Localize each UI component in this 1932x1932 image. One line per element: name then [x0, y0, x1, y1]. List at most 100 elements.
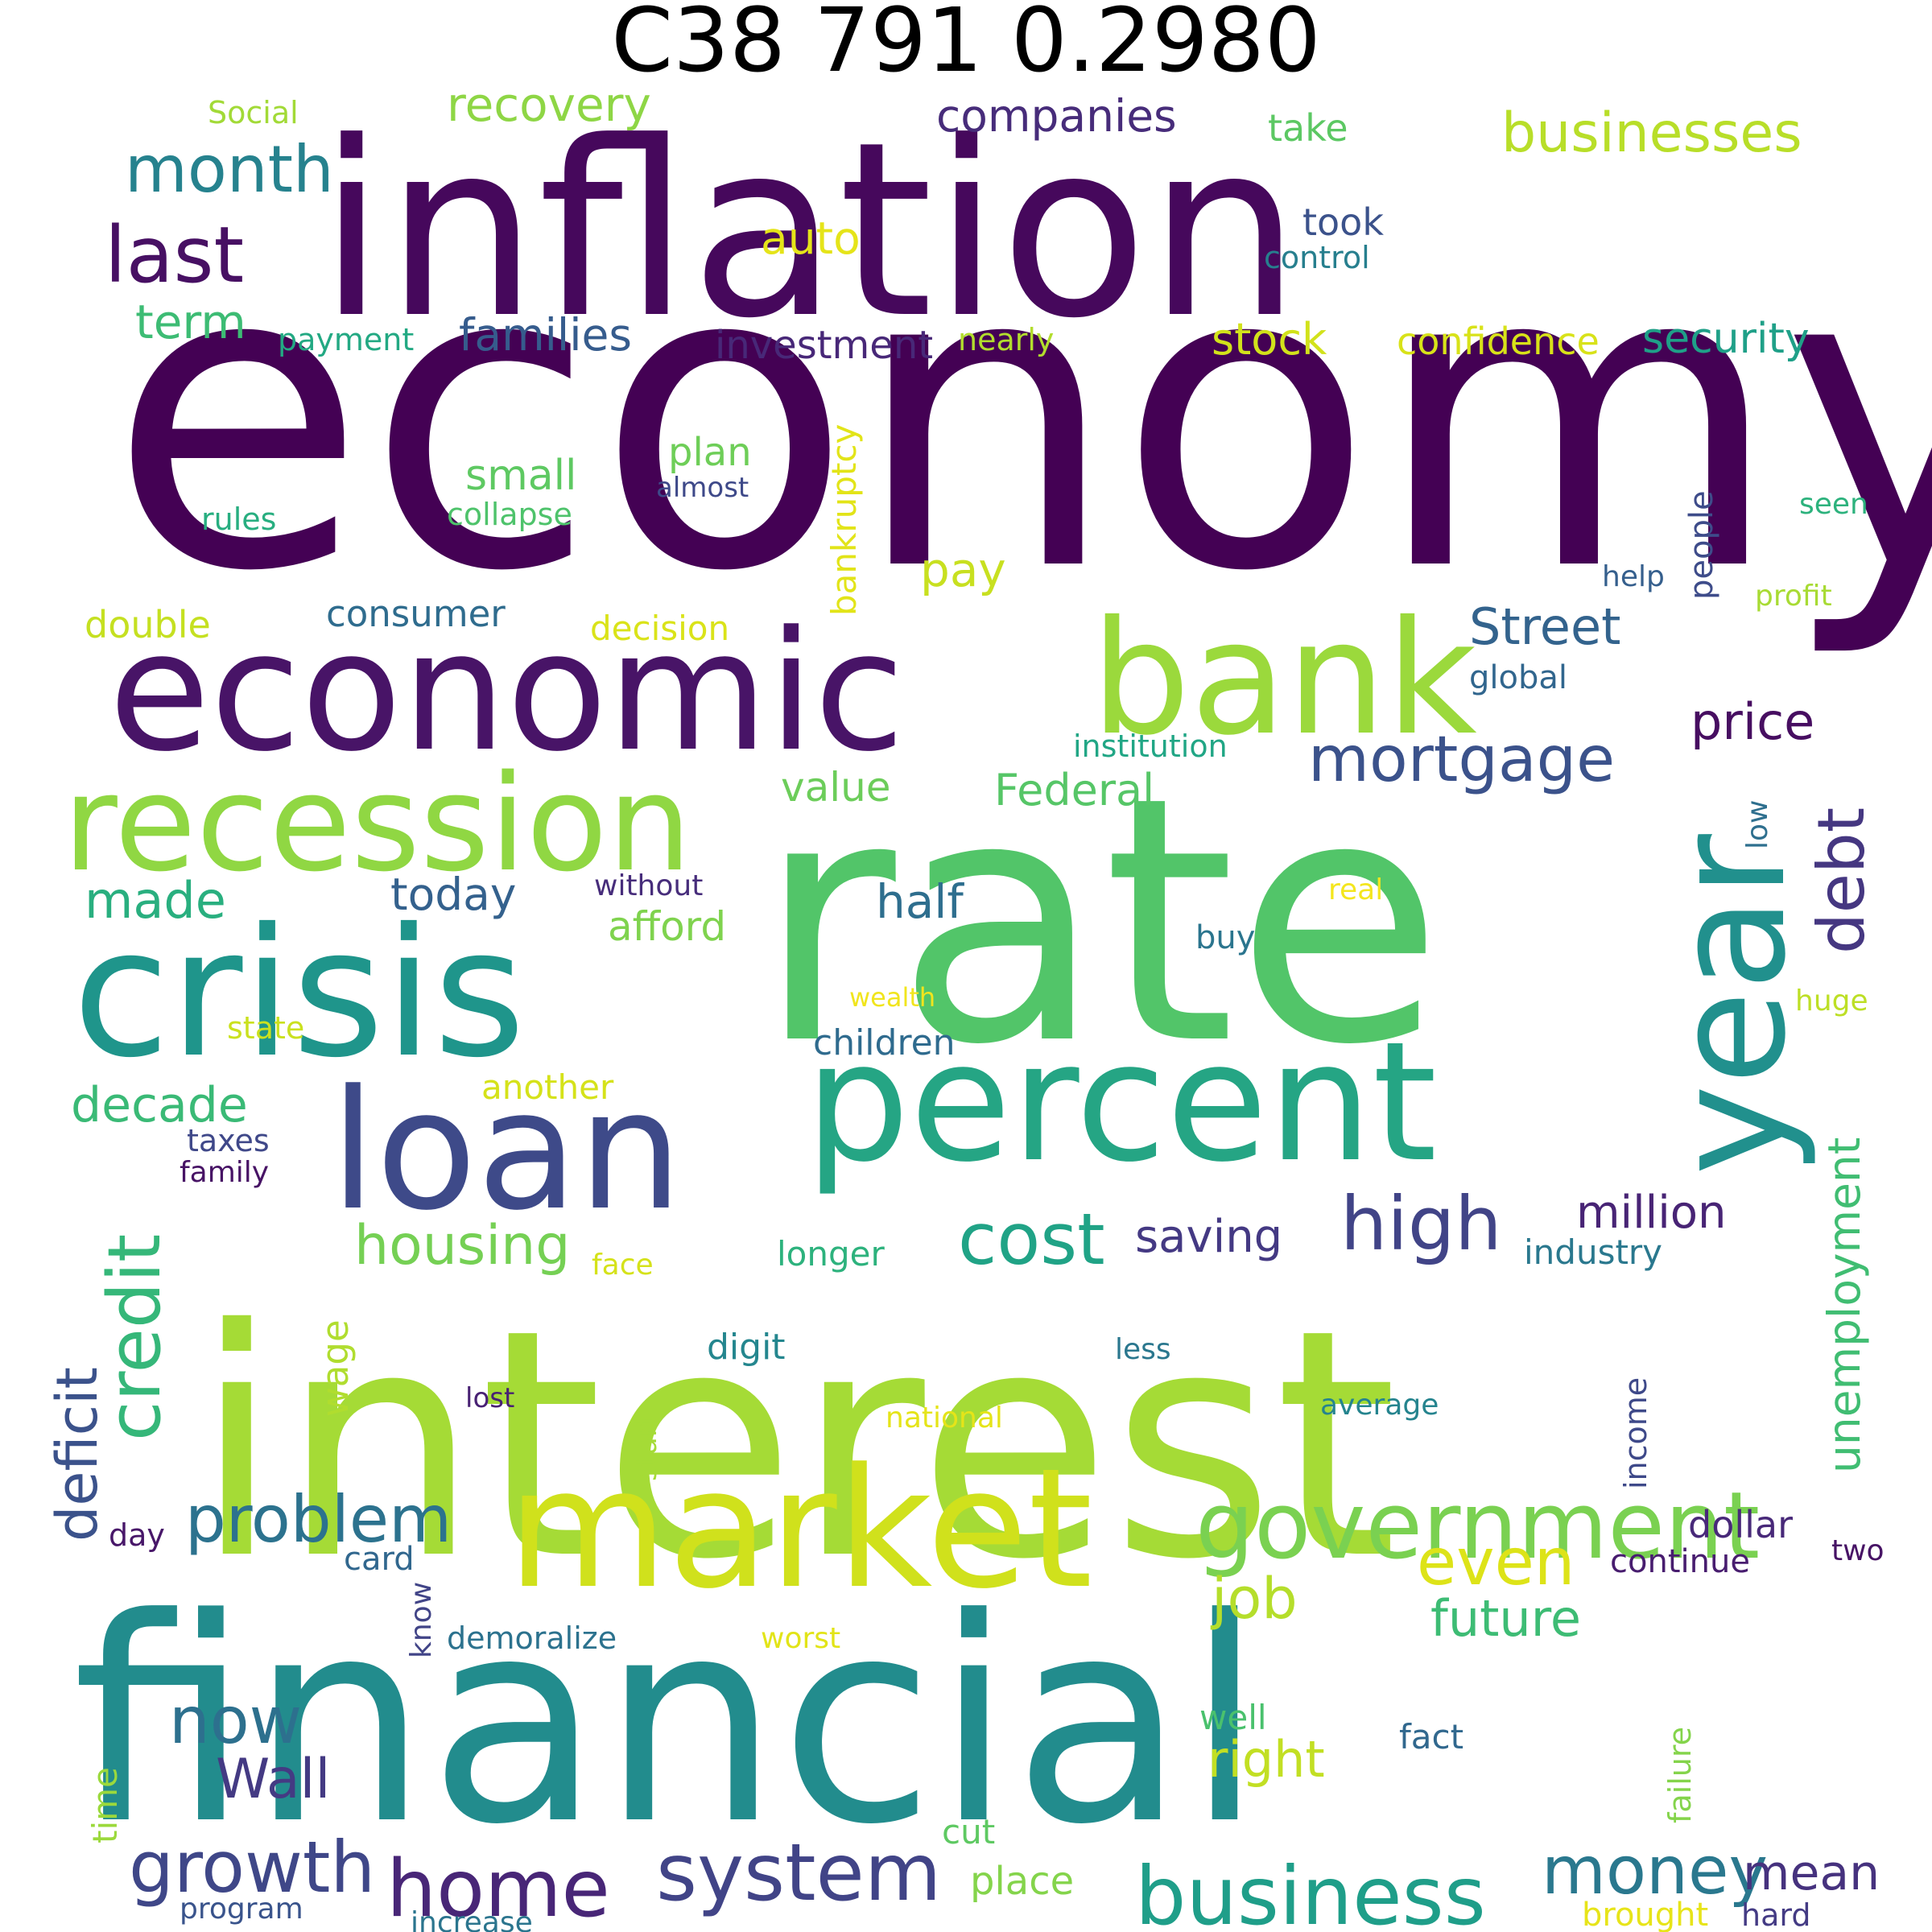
- word-recession: recession: [63, 746, 691, 901]
- word-institution: institution: [1073, 729, 1228, 764]
- word-control: control: [1264, 240, 1370, 275]
- word-day: day: [109, 1517, 165, 1553]
- word-year: year: [1641, 833, 1819, 1175]
- word-price: price: [1690, 692, 1814, 751]
- word-profit: profit: [1755, 580, 1832, 613]
- word-bankruptcy: bankruptcy: [824, 424, 864, 616]
- word-taxes: taxes: [187, 1123, 270, 1158]
- word-children: children: [813, 1022, 956, 1063]
- word-business: business: [1135, 1849, 1486, 1932]
- word-average: average: [1320, 1389, 1439, 1422]
- word-state: state: [227, 1010, 304, 1046]
- word-program: program: [180, 1893, 303, 1926]
- word-hard: hard: [1741, 1897, 1810, 1932]
- word-bank: bank: [1091, 587, 1477, 770]
- word-companies: companies: [936, 90, 1177, 142]
- word-card: card: [344, 1541, 415, 1578]
- word-plan: plan: [668, 430, 752, 475]
- word-million: million: [1576, 1187, 1727, 1239]
- word-know: know: [405, 1582, 438, 1658]
- word-street: Street: [1469, 597, 1620, 656]
- word-longer: longer: [777, 1234, 885, 1274]
- word-income: income: [1618, 1377, 1653, 1489]
- word-afford: afford: [608, 903, 726, 950]
- word-wall: Wall: [216, 1748, 330, 1811]
- word-month: month: [125, 132, 334, 207]
- word-help: help: [1602, 560, 1665, 593]
- word-decision: decision: [590, 609, 729, 648]
- word-rules: rules: [201, 502, 276, 537]
- word-home: home: [386, 1843, 610, 1932]
- word-lost: lost: [465, 1382, 514, 1414]
- word-take: take: [1268, 106, 1348, 150]
- word-small: small: [465, 452, 577, 500]
- word-demoralize: demoralize: [447, 1620, 617, 1656]
- word-economy: economy: [109, 175, 1932, 663]
- word-financial: financial: [72, 1558, 1264, 1886]
- word-system: system: [656, 1827, 941, 1919]
- word-recovery: recovery: [447, 77, 651, 132]
- word-job: job: [1210, 1566, 1298, 1632]
- word-real: real: [1328, 873, 1383, 906]
- word-wealth: wealth: [849, 982, 935, 1013]
- word-growth: growth: [129, 1826, 375, 1909]
- word-less: less: [1115, 1333, 1171, 1366]
- word-investment: investment: [715, 323, 933, 368]
- word-family: family: [180, 1156, 269, 1189]
- word-security: security: [1642, 315, 1810, 363]
- word-almost: almost: [656, 472, 749, 504]
- word-rate: rate: [757, 725, 1443, 1119]
- word-double: double: [85, 603, 211, 646]
- word-well: well: [1199, 1698, 1267, 1737]
- word-future: future: [1430, 1589, 1581, 1648]
- word-cost: cost: [958, 1198, 1105, 1281]
- word-time: time: [85, 1767, 125, 1843]
- word-payment: payment: [278, 322, 414, 357]
- word-deficit: deficit: [44, 1367, 110, 1542]
- word-value: value: [781, 764, 891, 811]
- word-digit: digit: [707, 1327, 786, 1368]
- word-saving: saving: [1135, 1211, 1282, 1263]
- word-last: last: [105, 210, 244, 300]
- word-cut: cut: [942, 1812, 995, 1852]
- word-place: place: [970, 1859, 1074, 1904]
- word-confidence: confidence: [1397, 320, 1600, 363]
- word-failure: failure: [1662, 1727, 1698, 1823]
- word-loan: loan: [330, 1055, 683, 1247]
- word-mortgage: mortgage: [1308, 724, 1615, 796]
- word-buy: buy: [1195, 919, 1255, 956]
- word-today: today: [390, 869, 516, 920]
- word-credit: credit: [93, 1234, 177, 1441]
- word-collapse: collapse: [447, 497, 572, 532]
- word-housing: housing: [354, 1214, 570, 1278]
- word-industry: industry: [1524, 1232, 1662, 1272]
- word-stock: stock: [1212, 314, 1327, 365]
- word-made: made: [85, 871, 226, 930]
- word-interest: interest: [193, 1262, 1397, 1628]
- word-economic: economic: [109, 597, 905, 788]
- word-low: low: [1741, 800, 1774, 849]
- word-businesses: businesses: [1501, 101, 1802, 165]
- word-people: people: [1683, 490, 1720, 600]
- word-consumer: consumer: [326, 592, 506, 635]
- word-wage: wage: [314, 1319, 357, 1417]
- word-increase: increase: [411, 1906, 533, 1932]
- word-families: families: [459, 309, 632, 361]
- word-pay: pay: [920, 543, 1006, 597]
- word-global: global: [1469, 659, 1567, 696]
- word-market: market: [507, 1434, 1093, 1625]
- word-crisis: crisis: [72, 890, 526, 1096]
- cloud-title: C38 791 0.2980: [611, 0, 1321, 92]
- word-fact: fact: [1399, 1717, 1463, 1757]
- word-half: half: [876, 874, 964, 929]
- word-unemployment: unemployment: [1818, 1137, 1870, 1473]
- word-continue: continue: [1610, 1543, 1750, 1580]
- word-inflation: inflation: [318, 90, 1301, 371]
- word-national: national: [886, 1402, 1003, 1435]
- word-mean: mean: [1743, 1845, 1880, 1901]
- word-two: two: [1831, 1534, 1885, 1567]
- word-seen: seen: [1799, 488, 1868, 521]
